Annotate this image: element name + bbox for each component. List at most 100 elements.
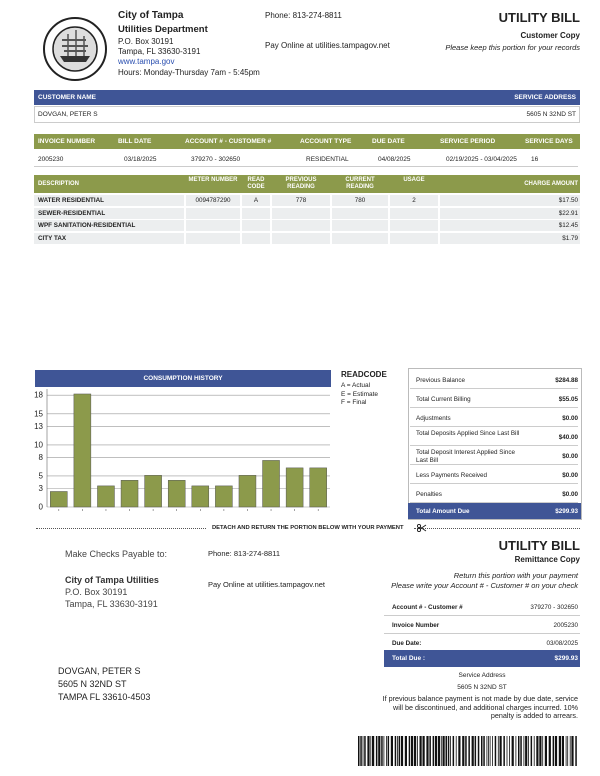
row-border — [410, 502, 578, 503]
row-border — [410, 483, 578, 484]
consumption-chart: 0 3 5 8 10 13 15 18 — [34, 389, 330, 512]
pay-online: Pay Online at utilities.tampagov.net — [208, 580, 326, 589]
summary-label: Total Deposits Applied Since Last Bill — [416, 430, 520, 437]
cell-bg — [332, 195, 388, 206]
charge-cell: 2 — [412, 197, 416, 204]
mailing-line: 5605 N 32ND ST — [58, 679, 127, 689]
customer-name: DOVGAN, PETER S — [38, 111, 98, 118]
col-header: READ CODE — [247, 177, 265, 191]
charge-cell: WATER RESIDENTIAL — [38, 197, 105, 204]
phone: Phone: 813-274-8811 — [265, 11, 342, 20]
summary-label: Adjustments — [416, 415, 451, 422]
remit-value: 379270 - 302650 — [530, 604, 578, 611]
bar — [167, 480, 186, 508]
col-header: USAGE — [403, 177, 425, 183]
row-border — [410, 426, 578, 427]
barcode — [358, 736, 577, 766]
charge-cell: WPF SANITATION-RESIDENTIAL — [38, 222, 136, 229]
summary-box — [408, 368, 582, 520]
dept-name: Utilities Department — [118, 24, 208, 35]
copy-label: Customer Copy — [520, 31, 580, 40]
chart-title: CONSUMPTION HISTORY — [143, 375, 223, 382]
col-header: METER NUMBER — [188, 177, 238, 183]
cell-bg — [390, 220, 438, 231]
remit-label: Account # - Customer # — [392, 604, 463, 611]
bar — [191, 485, 210, 508]
readcode-item: A = Actual — [341, 382, 371, 389]
col-header: CHARGE AMOUNT — [524, 181, 578, 187]
invoice-cell: RESIDENTIAL — [306, 156, 349, 163]
summary-label: Previous Balance — [416, 377, 466, 384]
cell-bg — [242, 220, 270, 231]
col-header: DUE DATE — [372, 138, 405, 145]
copy-note: Please keep this portion for your record… — [445, 43, 580, 52]
col-header: BILL DATE — [118, 138, 152, 145]
summary-amount: $0.00 — [562, 472, 578, 479]
po-box: P.O. Box 30191 — [65, 587, 128, 597]
y-tick-label: 8 — [39, 453, 44, 462]
y-tick-label: 0 — [39, 503, 44, 512]
website: www.tampa.gov — [118, 57, 175, 66]
row-border — [410, 445, 578, 446]
cell-bg — [242, 207, 270, 219]
y-tick-label: 13 — [34, 422, 43, 431]
bar — [238, 475, 257, 508]
readcode-item: E = Estimate — [341, 390, 379, 398]
bar — [309, 467, 327, 508]
total-label: Total Amount Due — [416, 508, 470, 515]
bar — [50, 491, 68, 508]
bill-title: UTILITY BILL — [498, 538, 580, 553]
cell-bg — [186, 195, 240, 206]
total-bar — [408, 503, 581, 519]
total-label: Total Due : — [392, 655, 426, 662]
cell-bg — [332, 232, 388, 244]
cell-bg — [34, 207, 184, 219]
invoice-cell: 04/08/2025 — [378, 156, 411, 163]
service-address: 5605 N 32ND ST — [526, 111, 577, 118]
cell-bg — [440, 220, 580, 231]
city-seal — [43, 17, 107, 81]
row-border — [384, 615, 580, 616]
row-border — [410, 388, 578, 389]
cell-bg — [440, 207, 580, 219]
scissors-icon — [417, 524, 427, 532]
notice: If previous balance payment is not made … — [382, 694, 578, 721]
header-bar — [34, 134, 580, 149]
po-box: P.O. Box 30191 — [118, 37, 174, 46]
pay-online: Pay Online at utilities.tampagov.net — [265, 41, 390, 50]
cell-bg — [34, 220, 184, 231]
y-tick-label: 18 — [34, 391, 43, 400]
col-header: CURRENT READING — [345, 177, 375, 191]
invoice-cell: 379270 - 302650 — [191, 156, 241, 163]
city: Tampa, FL 33630-3191 — [65, 599, 158, 609]
col-header: INVOICE NUMBER — [38, 138, 96, 145]
city: Tampa, FL 33630-3191 — [118, 47, 201, 56]
charge-cell: 0094787290 — [195, 197, 231, 204]
cell-bg — [34, 195, 184, 206]
summary-amount: $40.00 — [558, 434, 578, 441]
cell-bg — [332, 220, 388, 231]
charge-cell: $1.79 — [562, 234, 578, 242]
summary-label: Total Current Billing — [416, 396, 471, 403]
summary-label: Total Deposit Interest Applied Since Las… — [416, 449, 516, 464]
y-tick-label: 3 — [39, 484, 44, 493]
total-amount: $299.93 — [554, 655, 579, 662]
charge-cell: SEWER-RESIDENTIAL — [38, 209, 106, 217]
bar — [285, 467, 304, 508]
col-header: CUSTOMER NAME — [38, 94, 97, 101]
col-header: SERVICE DAYS — [525, 138, 573, 145]
remit-label: Due Date: — [392, 640, 422, 647]
readcode-item: F = Final — [341, 399, 367, 406]
cell-bg — [242, 232, 270, 244]
cell-bg — [272, 220, 330, 231]
col-header: ACCOUNT # - CUSTOMER # — [185, 138, 272, 145]
cell-bg — [390, 232, 438, 244]
header-bar — [34, 90, 580, 105]
col-header: DESCRIPTION — [38, 181, 80, 187]
charge-cell: $12.45 — [558, 222, 578, 229]
invoice-cell: 02/19/2025 - 03/04/2025 — [446, 156, 517, 163]
cell-bg — [34, 232, 184, 244]
charge-cell: $22.91 — [558, 209, 578, 217]
charge-cell: $17.50 — [558, 197, 578, 204]
